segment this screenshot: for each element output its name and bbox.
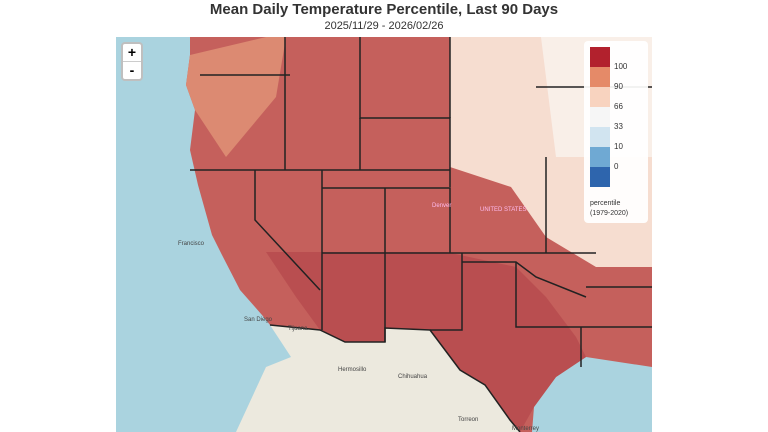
mexico-land	[236, 325, 520, 432]
legend-swatch	[590, 147, 610, 167]
legend-label: 0	[614, 162, 619, 171]
label-san-diego: San Diego	[244, 317, 273, 323]
zoom-control: + -	[121, 42, 143, 81]
date-range: 2025/11/29 - 2026/02/26	[324, 20, 444, 32]
label-denver: Denver	[432, 203, 452, 209]
legend-label: 10	[614, 142, 623, 151]
us-mexico-border	[269, 324, 521, 432]
southern-region	[266, 252, 586, 432]
zoom-in-button[interactable]: +	[127, 44, 137, 60]
legend-swatch	[590, 87, 610, 107]
legend-period: (1979-2020)	[590, 210, 629, 217]
label-hermosillo: Hermosillo	[338, 367, 367, 373]
legend-swatch	[590, 107, 610, 127]
label-monterrey: Monterrey	[512, 426, 540, 432]
label-chihuahua: Chihuahua	[398, 374, 428, 380]
label-united-states: UNITED STATES	[480, 207, 527, 213]
legend-swatch	[590, 67, 610, 87]
legend: 100 90 66 33 10 0 percentile (1979-2020)	[584, 41, 648, 223]
legend-label: 100	[614, 62, 628, 71]
map[interactable]: Francisco San Diego Tijuana Denver UNITE…	[116, 37, 652, 432]
legend-swatch	[590, 127, 610, 147]
chart-title: Mean Daily Temperature Percentile, Last …	[209, 1, 559, 18]
legend-label: 66	[614, 102, 623, 111]
zoom-out-button[interactable]: -	[123, 61, 141, 79]
legend-swatch	[590, 167, 610, 187]
label-san-francisco: Francisco	[178, 241, 205, 247]
legend-label: 90	[614, 82, 623, 91]
label-tijuana: Tijuana	[288, 326, 308, 332]
label-torreon: Torreon	[458, 417, 479, 423]
map-layer	[186, 37, 652, 432]
state-borders	[190, 37, 652, 367]
legend-title: percentile	[590, 200, 621, 207]
legend-label: 33	[614, 122, 623, 131]
gulf-water	[534, 367, 652, 432]
pacific-nw-region	[186, 37, 286, 157]
legend-swatch	[590, 47, 610, 67]
